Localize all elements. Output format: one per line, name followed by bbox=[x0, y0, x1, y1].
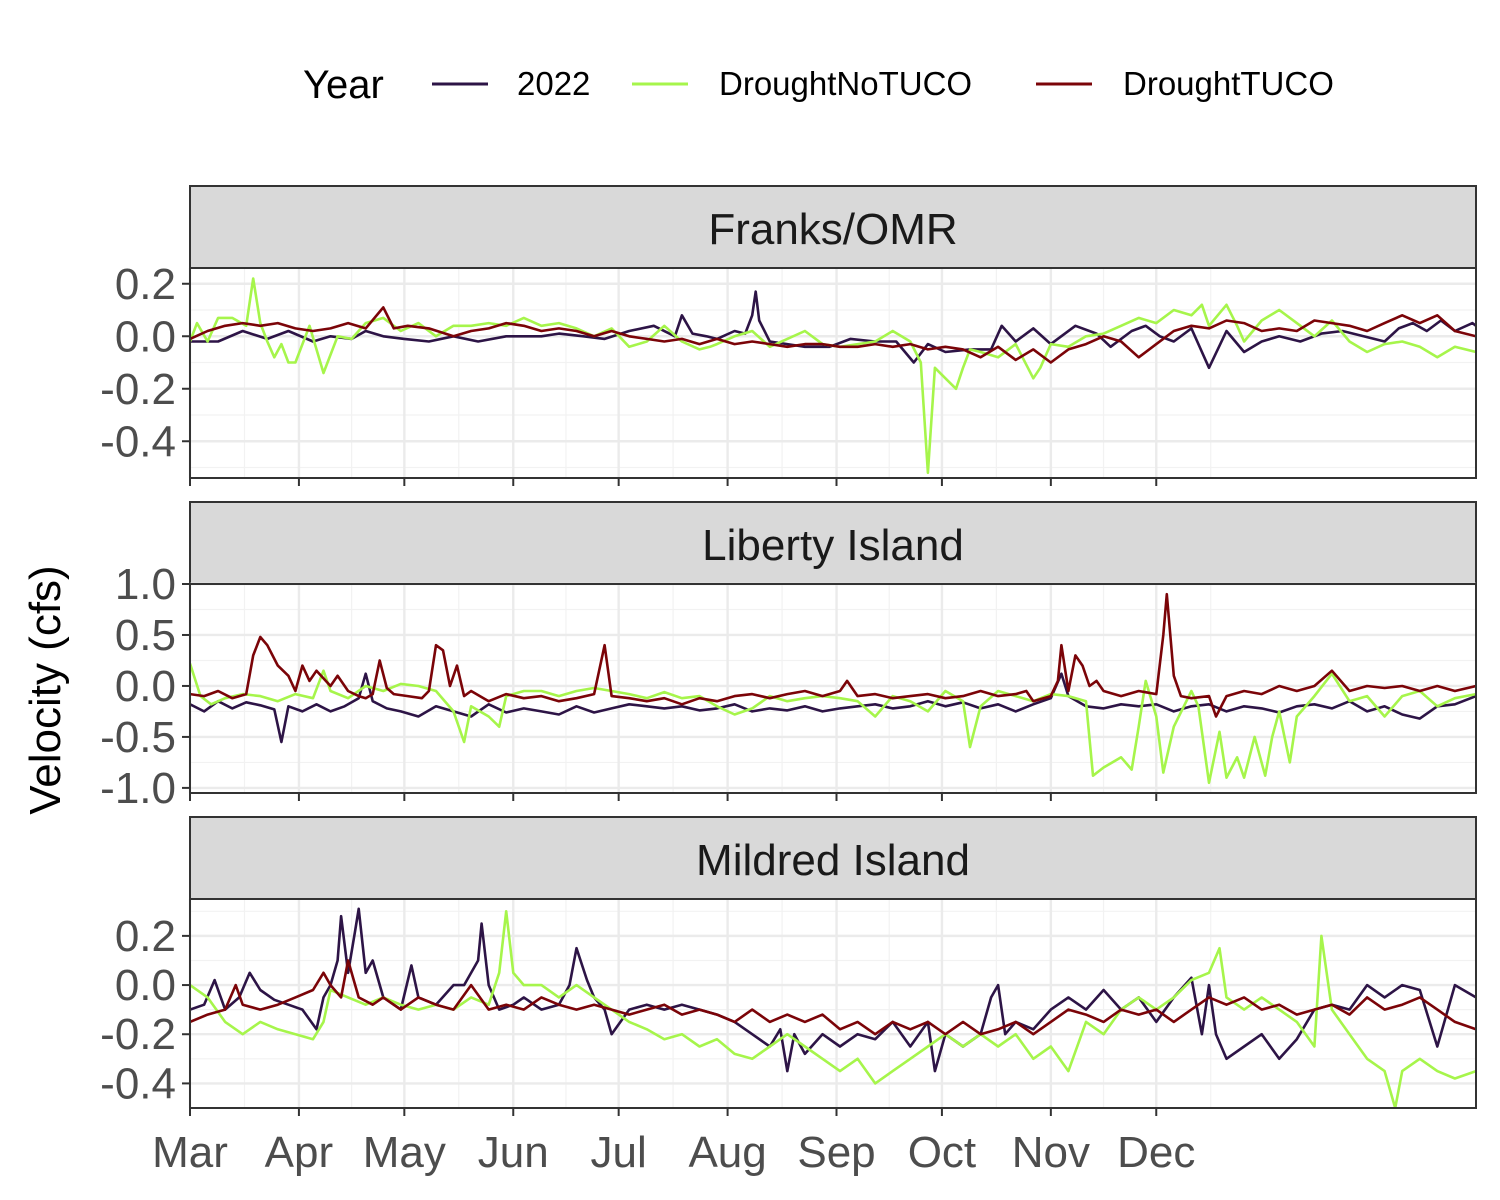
x-tick-label: Jun bbox=[478, 1128, 549, 1177]
x-tick-label: Jul bbox=[591, 1128, 647, 1177]
series-line-2022 bbox=[190, 672, 1476, 744]
legend-label-droughtnotuco: DroughtNoTUCO bbox=[719, 65, 972, 102]
facet-strip bbox=[189, 501, 1477, 585]
series-line-2022 bbox=[190, 907, 1476, 1073]
panel-border bbox=[189, 267, 1477, 479]
legend-label-droughttuco: DroughtTUCO bbox=[1123, 65, 1334, 102]
facet-strip-title: Franks/OMR bbox=[708, 205, 957, 254]
facet-strip-title: Mildred Island bbox=[696, 836, 970, 885]
y-tick-label: 0.2 bbox=[115, 260, 176, 309]
x-tick-label: Dec bbox=[1117, 1128, 1195, 1177]
x-tick-label: Mar bbox=[152, 1128, 228, 1177]
plot-area bbox=[190, 268, 1476, 478]
plot-area bbox=[190, 584, 1476, 793]
facet-panel: Franks/OMR 0.20.0-0.2-0.4 bbox=[100, 185, 1477, 486]
facet-panel: Mildred Island 0.20.0-0.2-0.4 bbox=[100, 816, 1477, 1116]
x-tick-label: May bbox=[363, 1128, 446, 1177]
series-line-droughttuco bbox=[190, 306, 1476, 364]
y-tick-label: 0.2 bbox=[115, 912, 176, 961]
y-tick-label: -0.4 bbox=[100, 1059, 176, 1108]
y-tick-label: 1.0 bbox=[115, 560, 176, 609]
y-tick-label: 0.0 bbox=[115, 662, 176, 711]
y-tick-label: 0.0 bbox=[115, 312, 176, 361]
legend: Year 2022 DroughtNoTUCO DroughtTUCO bbox=[303, 63, 1334, 107]
x-axis: Mar Apr May Jun Jul Aug Sep Oct Nov Dec bbox=[152, 1128, 1195, 1177]
legend-title: Year bbox=[303, 63, 384, 107]
panel-border bbox=[189, 583, 1477, 794]
x-tick-label: Apr bbox=[265, 1128, 333, 1177]
x-tick-label: Oct bbox=[908, 1128, 976, 1177]
y-tick-label: -0.2 bbox=[100, 1010, 176, 1059]
series-line-droughttuco bbox=[190, 959, 1476, 1036]
series-line-droughttuco bbox=[190, 592, 1476, 718]
x-tick-label: Sep bbox=[797, 1128, 875, 1177]
facet-strip bbox=[189, 185, 1477, 269]
x-tick-label: Aug bbox=[688, 1128, 766, 1177]
y-tick-label: -0.5 bbox=[100, 713, 176, 762]
y-tick-label: 0.5 bbox=[115, 611, 176, 660]
series-line-droughtnotuco bbox=[190, 663, 1476, 785]
y-tick-label: -0.2 bbox=[100, 365, 176, 414]
plot-area bbox=[190, 899, 1476, 1108]
y-axis-title: Velocity (cfs) bbox=[21, 565, 70, 814]
series-group bbox=[190, 277, 1476, 475]
series-line-droughtnotuco bbox=[190, 910, 1476, 1108]
facet-panel: Liberty Island 1.00.50.0-0.5-1.0 bbox=[100, 501, 1477, 813]
series-group bbox=[190, 907, 1476, 1108]
y-tick-label: 0.0 bbox=[115, 961, 176, 1010]
y-tick-label: -0.4 bbox=[100, 417, 176, 466]
facet-strip-title: Liberty Island bbox=[702, 521, 964, 570]
facet-strip bbox=[189, 816, 1477, 900]
series-group bbox=[190, 592, 1476, 785]
x-tick-label: Nov bbox=[1012, 1128, 1090, 1177]
y-tick-label: -1.0 bbox=[100, 764, 176, 813]
panel-border bbox=[189, 898, 1477, 1109]
legend-label-2022: 2022 bbox=[517, 65, 590, 102]
